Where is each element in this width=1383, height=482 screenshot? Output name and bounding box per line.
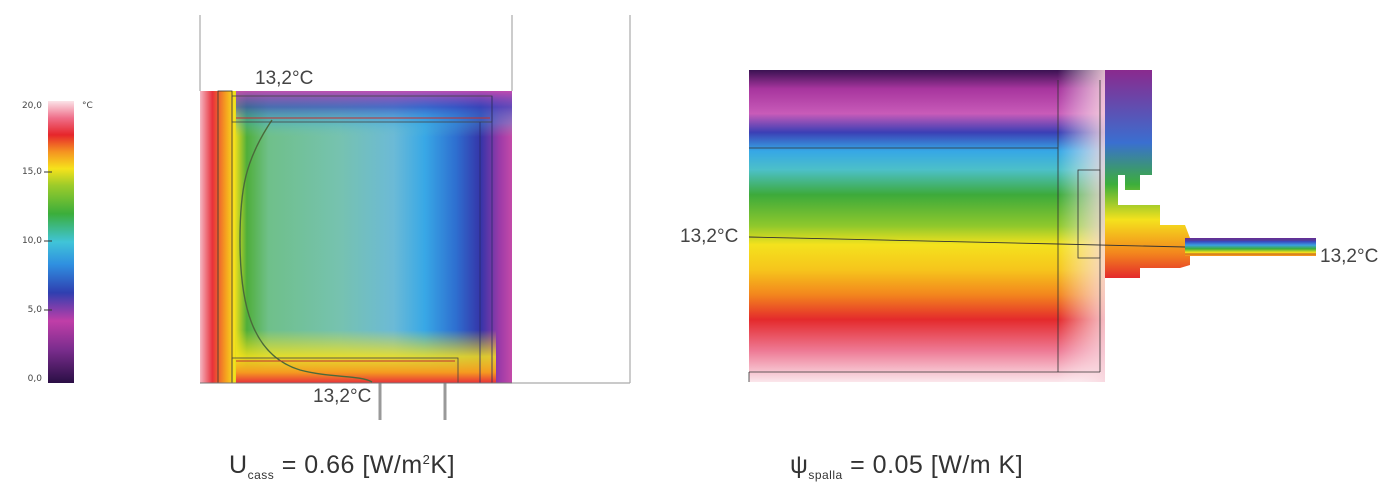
scale-tick-label: 20,0 bbox=[21, 101, 42, 111]
scale-tick-label: 15,0 bbox=[21, 167, 42, 177]
window-frame-profile bbox=[1105, 70, 1190, 278]
u-value-formula: Ucass = 0.66 [W/m2K] bbox=[229, 451, 455, 482]
u-value-text: = 0.66 [W/m bbox=[274, 451, 423, 479]
u-symbol: U bbox=[229, 451, 248, 479]
isotherm-label-right-right: 13,2°C bbox=[1320, 246, 1379, 267]
color-scale-bar bbox=[48, 101, 74, 383]
scale-tick-label: 10,0 bbox=[21, 236, 42, 246]
isotherm-label-right-left: 13,2°C bbox=[680, 226, 739, 247]
color-scale-legend bbox=[44, 101, 74, 383]
right-section-drawing bbox=[748, 70, 1316, 382]
isotherm-label-left-bottom: 13,2°C bbox=[313, 386, 372, 407]
isotherm-line-left bbox=[239, 119, 373, 383]
u-subscript: cass bbox=[247, 468, 275, 482]
scale-tick-label: 0,0 bbox=[27, 374, 42, 384]
psi-value-text: = 0.05 [W/m K] bbox=[842, 451, 1024, 479]
psi-value-formula: ψspalla = 0.05 [W/m K] bbox=[790, 451, 1023, 482]
u-exponent: 2 bbox=[422, 452, 431, 467]
isotherm-label-left-top: 13,2°C bbox=[255, 68, 314, 89]
scale-tick-label: 5,0 bbox=[27, 305, 42, 315]
glazing-strip bbox=[1185, 238, 1316, 256]
scale-unit-label: °C bbox=[82, 101, 93, 111]
psi-subscript: spalla bbox=[808, 468, 843, 482]
left-section-drawing bbox=[199, 15, 631, 420]
u-unit-end: K] bbox=[430, 451, 456, 479]
psi-symbol: ψ bbox=[790, 451, 809, 479]
isotherm-line-right bbox=[748, 236, 1059, 245]
